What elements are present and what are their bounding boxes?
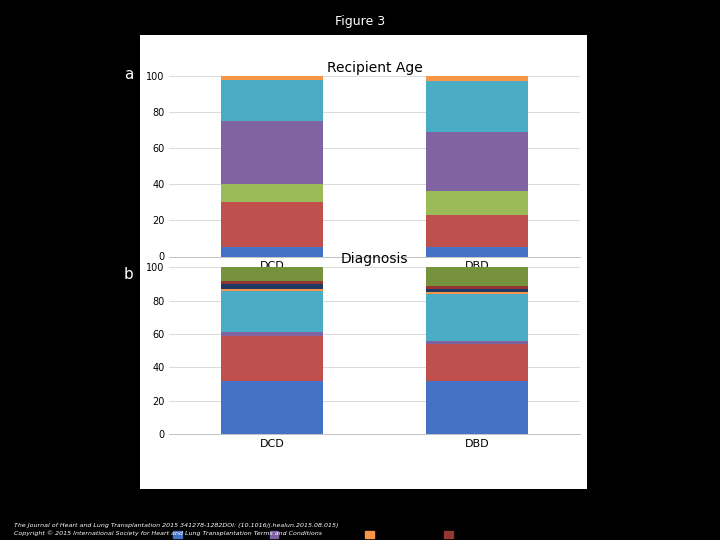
- Bar: [220, 333, 323, 336]
- Bar: [220, 184, 323, 202]
- Bar: [426, 289, 528, 292]
- Bar: [426, 341, 528, 344]
- Bar: [426, 344, 528, 381]
- Bar: [220, 76, 323, 79]
- Bar: [220, 281, 323, 284]
- Bar: [426, 76, 528, 82]
- Bar: [220, 202, 323, 247]
- Bar: [220, 291, 323, 333]
- Bar: [426, 286, 528, 289]
- Bar: [426, 215, 528, 247]
- Bar: [426, 294, 528, 341]
- Text: a: a: [124, 67, 133, 82]
- Bar: [220, 121, 323, 184]
- Text: b: b: [123, 267, 133, 282]
- Bar: [220, 289, 323, 291]
- Bar: [426, 292, 528, 294]
- Bar: [220, 247, 323, 256]
- Bar: [426, 247, 528, 256]
- Bar: [426, 192, 528, 215]
- Bar: [220, 267, 323, 281]
- Bar: [220, 381, 323, 434]
- Bar: [426, 267, 528, 286]
- Text: Figure 3: Figure 3: [335, 15, 385, 28]
- Text: Copyright © 2015 International Society for Heart and Lung Transplantation Terms : Copyright © 2015 International Society f…: [14, 530, 323, 536]
- Bar: [426, 381, 528, 434]
- Bar: [220, 336, 323, 381]
- Title: Recipient Age: Recipient Age: [327, 61, 422, 75]
- Text: The Journal of Heart and Lung Transplantation 2015 341278-1282DOI: (10.1016/j.he: The Journal of Heart and Lung Transplant…: [14, 523, 339, 528]
- Bar: [220, 79, 323, 121]
- Bar: [426, 82, 528, 132]
- Title: Diagnosis: Diagnosis: [341, 252, 408, 266]
- Legend: COPD/emphysema, CF, Alpha-1, Pulmonary fibrosis, Bronchiectasis, PAH, Sarcoidosi: COPD/emphysema, CF, Alpha-1, Pulmonary f…: [174, 530, 537, 540]
- Bar: [426, 132, 528, 192]
- Legend: <18 years, 18-39 year, 40-49 year, 50-59 year, 60-69 year, 70+ years: <18 years, 18-39 year, 40-49 year, 50-59…: [174, 329, 542, 338]
- Bar: [220, 284, 323, 289]
